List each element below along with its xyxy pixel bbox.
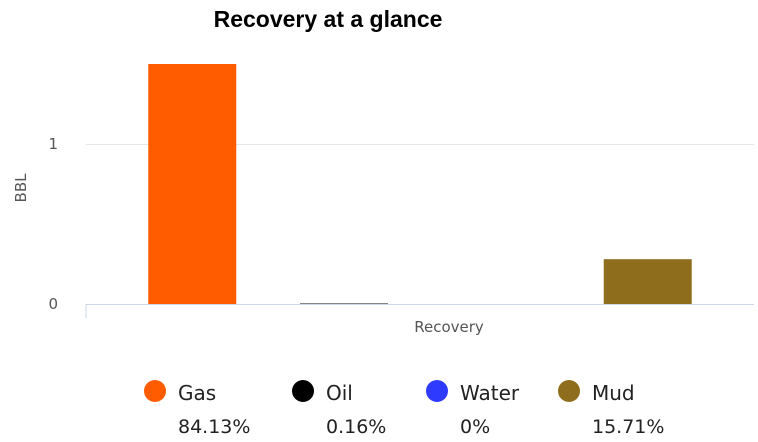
legend-percent: 0% bbox=[460, 416, 491, 438]
y-axis-label: BBL bbox=[12, 173, 30, 203]
x-tick-label-recovery: Recovery bbox=[414, 318, 484, 336]
legend-percent: 15.71% bbox=[592, 416, 665, 438]
bars bbox=[148, 64, 692, 304]
y-tick-labels: 01 bbox=[48, 135, 58, 313]
legend-label: Oil bbox=[326, 381, 353, 405]
legend-marker-icon bbox=[144, 380, 166, 402]
chart-title: Recovery at a glance bbox=[214, 6, 443, 32]
legend-marker-icon bbox=[558, 380, 580, 402]
legend-label: Gas bbox=[178, 381, 217, 405]
legend-percent: 84.13% bbox=[178, 416, 251, 438]
legend: Gas 84.13% Oil 0.16% Water 0% Mud 15.71% bbox=[0, 372, 758, 442]
bar-mud[interactable] bbox=[603, 259, 692, 304]
legend-label: Water bbox=[460, 381, 520, 405]
y-tick-label: 1 bbox=[48, 135, 58, 153]
legend-marker-icon bbox=[426, 380, 448, 402]
bar-gas[interactable] bbox=[148, 64, 237, 304]
legend-marker-icon bbox=[292, 380, 314, 402]
y-tick-label: 0 bbox=[48, 295, 58, 313]
legend-percent: 0.16% bbox=[326, 416, 387, 438]
legend-label: Mud bbox=[592, 381, 635, 405]
